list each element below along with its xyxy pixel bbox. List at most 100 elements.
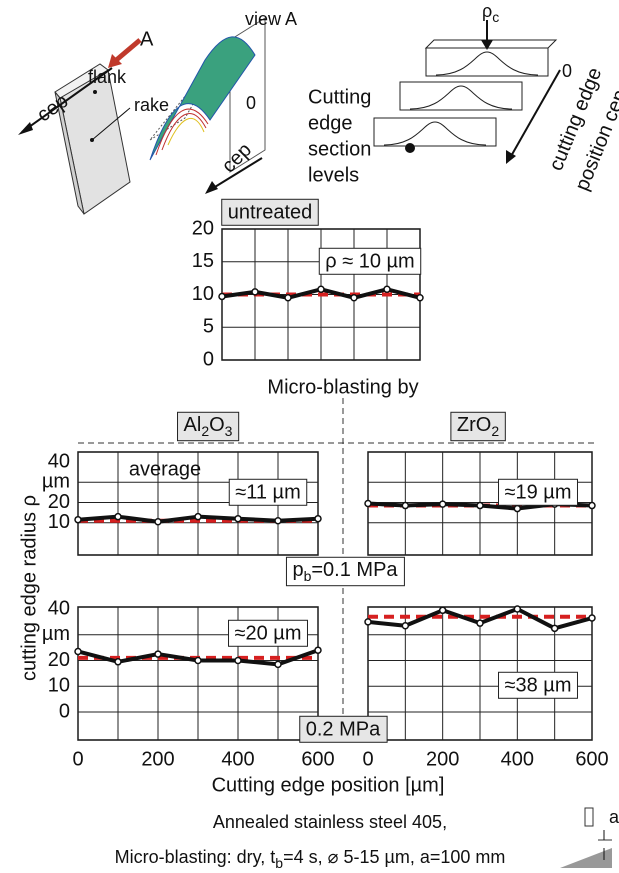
- section-title: Micro-blasting by: [267, 376, 418, 398]
- data-point: [235, 658, 241, 664]
- average-label: ≈20 µm: [235, 622, 302, 644]
- data-point: [275, 518, 281, 524]
- x-tick-label: 0: [72, 748, 83, 770]
- data-point: [417, 295, 423, 301]
- data-point: [75, 648, 81, 654]
- figure: flank rake A cep view A 0 cep ρc 0: [0, 0, 619, 873]
- y-tick-label: 5: [203, 316, 214, 338]
- data-point: [285, 295, 291, 301]
- y-tick-label: 40: [48, 450, 70, 472]
- data-point: [402, 503, 408, 509]
- data-point: [552, 625, 558, 631]
- level-zero: 0: [562, 61, 572, 81]
- section-label: levels: [308, 164, 359, 186]
- data-point: [440, 607, 446, 613]
- subscript: c: [492, 9, 499, 25]
- data-point: [402, 623, 408, 629]
- data-point: [589, 615, 595, 621]
- x-tick-label: 200: [141, 748, 174, 770]
- arrowhead: [205, 181, 218, 194]
- data-point: [440, 501, 446, 507]
- y-tick-label: 0: [203, 348, 214, 370]
- dot: [93, 90, 97, 94]
- y-axis-label: cutting edge radius ρ: [18, 495, 40, 681]
- data-point: [155, 651, 161, 657]
- x-tick-label: 0: [362, 748, 373, 770]
- data-point: [252, 289, 258, 295]
- y-tick-label: 20: [192, 217, 214, 239]
- data-point: [514, 506, 520, 512]
- data-point: [235, 516, 241, 522]
- chart-title: untreated: [228, 201, 313, 223]
- text-part: O: [209, 414, 225, 436]
- average-label: ≈19 µm: [505, 481, 572, 503]
- nozzle: [585, 808, 593, 826]
- subscript: b: [304, 568, 312, 584]
- section-levels: [374, 40, 556, 146]
- data-point: [115, 514, 121, 520]
- data-point: [477, 620, 483, 626]
- data-point: [477, 503, 483, 509]
- y-tick-label: 0: [59, 700, 70, 722]
- view-zero: 0: [246, 93, 256, 113]
- data-point: [195, 514, 201, 520]
- text-part: p: [292, 559, 303, 581]
- data-point: [75, 517, 81, 523]
- section-label: section: [308, 138, 371, 160]
- data-point: [365, 501, 371, 507]
- y-tick-label: 10: [48, 511, 70, 533]
- text-part: ρ: [482, 1, 492, 21]
- text-part: Micro-blasting: dry, t: [115, 847, 276, 867]
- y-tick-label: 40: [48, 597, 70, 619]
- y-tick-label: 20: [48, 491, 70, 513]
- y-tick-label: µm: [42, 471, 70, 493]
- data-point: [318, 286, 324, 292]
- x-tick-label: 600: [301, 748, 334, 770]
- average-label: ρ ≈ 10 µm: [325, 250, 414, 272]
- x-tick-label: 400: [221, 748, 254, 770]
- subscript: 3: [225, 423, 233, 439]
- data-point: [155, 519, 161, 525]
- data-point: [315, 647, 321, 653]
- x-tick-label: 200: [426, 748, 459, 770]
- section-label: edge: [308, 112, 353, 134]
- average-label: ≈11 µm: [235, 481, 300, 503]
- view-title: view A: [245, 9, 297, 29]
- data-point: [275, 661, 281, 667]
- data-point: [365, 619, 371, 625]
- data-point: [219, 293, 225, 299]
- rake-label: rake: [134, 95, 169, 115]
- x-tick-label: 400: [501, 748, 534, 770]
- y-tick-label: µm: [42, 623, 70, 645]
- view-label: A: [140, 28, 154, 50]
- y-tick-label: 20: [48, 649, 70, 671]
- text-part: ZrO: [457, 414, 491, 436]
- section-label: Cutting: [308, 86, 371, 108]
- cep-label: cep: [218, 139, 256, 177]
- subscript: 2: [491, 423, 499, 439]
- x-tick-label: 600: [575, 748, 608, 770]
- subscript: 2: [201, 423, 209, 439]
- x-axis-label: Cutting edge position [µm]: [212, 774, 445, 796]
- data-point: [514, 606, 520, 612]
- data-point: [384, 286, 390, 292]
- pressure-label: 0.2 MPa: [306, 718, 381, 740]
- average-label: ≈38 µm: [505, 674, 572, 696]
- view-arrow: [114, 40, 140, 62]
- y-tick-label: 10: [192, 283, 214, 305]
- text-part: =4 s, ⌀ 5-15 µm, a=100 mm: [283, 847, 505, 867]
- annotation: average: [129, 458, 201, 480]
- arrowhead: [18, 122, 33, 135]
- data-point: [589, 503, 595, 509]
- caption: Annealed stainless steel 405,: [213, 812, 447, 832]
- nozzle-icon: a: [560, 807, 619, 868]
- rho-c-label: ρc: [482, 1, 499, 25]
- dot: [405, 143, 415, 153]
- text-part: =0.1 MPa: [311, 559, 398, 581]
- data-point: [315, 516, 321, 522]
- data-point: [351, 295, 357, 301]
- subscript: b: [275, 855, 283, 871]
- edge-scan: [168, 118, 204, 145]
- illustration: flank rake A cep view A 0 cep ρc 0: [18, 1, 619, 214]
- caption: Micro-blasting: dry, tb=4 s, ⌀ 5-15 µm, …: [115, 847, 506, 871]
